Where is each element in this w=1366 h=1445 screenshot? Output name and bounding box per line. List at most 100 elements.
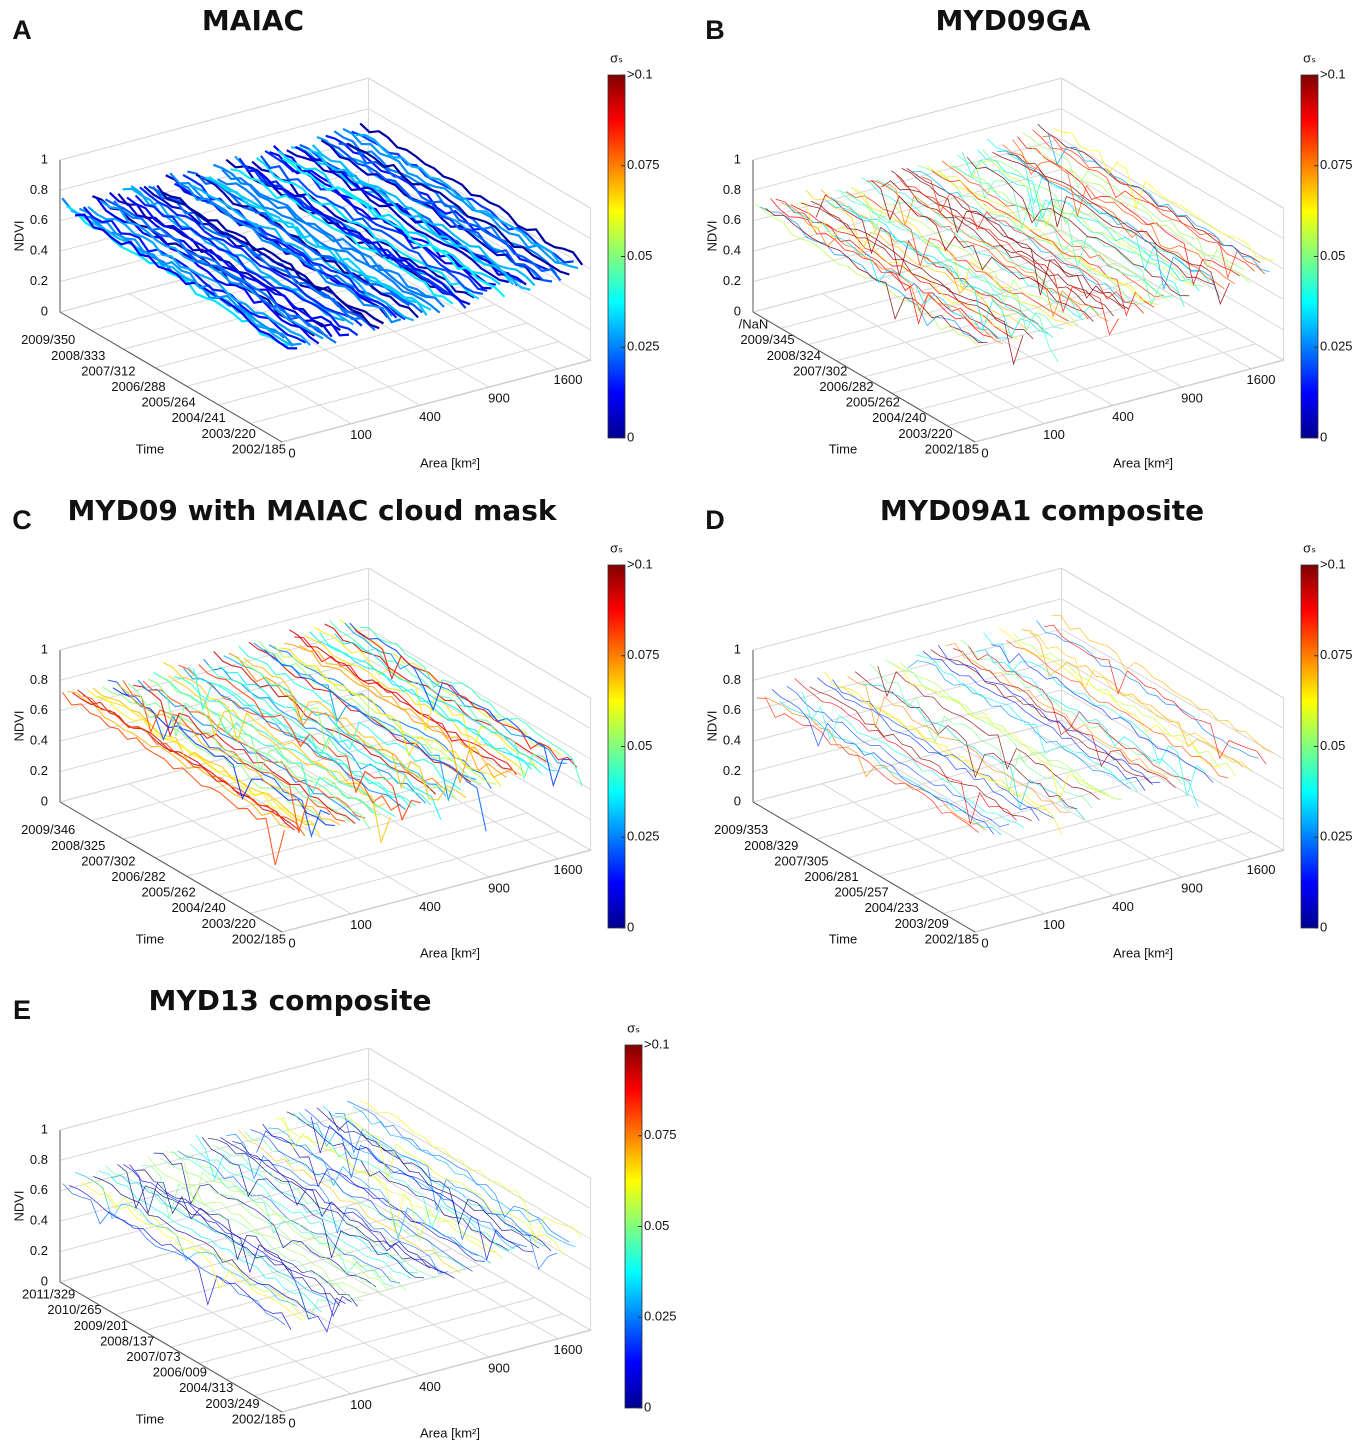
surface-strip	[845, 191, 1069, 322]
surface-strip	[794, 678, 1017, 825]
surface-strip	[141, 1164, 364, 1301]
panel-letter: E	[13, 995, 31, 1025]
grid-line	[59, 719, 369, 803]
time-axis	[752, 311, 976, 443]
surface-strip	[183, 667, 406, 810]
surface-strip	[1052, 127, 1275, 261]
time-axis-label: Time	[136, 931, 164, 946]
panel: A MAIAC 0 0.2 0.4 0.6 0.8 1 NDVI 0 100 400 900 1600 Ar…	[11, 4, 659, 470]
surface-strip	[99, 1170, 322, 1313]
surface-strip	[147, 1155, 370, 1295]
x-tick-label: 1600	[554, 372, 583, 387]
z-tick-label: 0.2	[30, 273, 48, 288]
colorbar-tick-label: 0	[1320, 919, 1327, 934]
z-tick-label: 0	[41, 793, 48, 808]
time-axis-label: Time	[829, 441, 857, 456]
grid-line	[752, 598, 1284, 730]
surface-strip	[945, 643, 1168, 779]
colorbar-tick-label: 0	[644, 1399, 651, 1414]
z-tick-label: 0.8	[723, 182, 741, 197]
grid-line	[281, 849, 591, 933]
z-axis-label: NDVI	[704, 220, 719, 251]
x-tick-label: 100	[1043, 427, 1065, 442]
surface-strip	[281, 157, 506, 298]
surface-strip	[809, 686, 1032, 822]
grid-line	[947, 343, 1256, 427]
surface-strip	[299, 644, 522, 779]
grid-line	[752, 229, 1284, 361]
x-tick-label: 900	[488, 881, 510, 896]
surface-strip	[991, 644, 1214, 783]
surface-strip	[165, 1151, 389, 1291]
grid-line	[752, 108, 1284, 240]
x-axis-label: Area [km²]	[1113, 455, 1173, 470]
surface-strip	[286, 149, 510, 284]
x-axis-label: Area [km²]	[420, 455, 480, 470]
time-tick-label: 2009/201	[74, 1318, 128, 1333]
grid-line	[752, 199, 1284, 331]
surface-strip	[931, 170, 1155, 317]
grid-line	[974, 359, 1284, 443]
x-axis-label: Area [km²]	[420, 945, 480, 960]
surface-strip	[885, 659, 1108, 795]
colorbar-tick-label: 0.025	[644, 1309, 677, 1324]
surface-strip	[862, 683, 1085, 820]
surface-strip	[338, 142, 562, 282]
colorbar-tick-label: 0.075	[644, 1127, 677, 1142]
colorbar-label: σₛ	[610, 50, 623, 65]
surface-strip	[795, 202, 1019, 341]
chart-title: MYD09 with MAIAC cloud mask	[67, 494, 557, 527]
surface-strip	[238, 1129, 461, 1274]
surface-strip	[921, 176, 1145, 314]
chart-title: MYD09GA	[936, 4, 1091, 37]
time-tick-label: 2009/346	[21, 822, 75, 837]
surface-strip	[255, 157, 480, 300]
surface-strip	[892, 664, 1116, 803]
surface-strip	[1002, 144, 1225, 290]
x-tick-label: 0	[288, 445, 295, 460]
surface-strip	[891, 170, 1114, 317]
grid-line	[170, 1264, 480, 1348]
z-tick-label: 0.6	[30, 702, 48, 717]
time-tick-label: 2006/288	[111, 379, 165, 394]
z-tick-label: 0.4	[30, 243, 48, 258]
surface-strip	[126, 196, 350, 337]
grid-line	[186, 303, 496, 387]
colorbar-tick-label: >0.1	[1320, 556, 1346, 571]
surface-strip	[232, 1140, 455, 1279]
surface-strip	[886, 182, 1109, 322]
surface-strip	[847, 676, 1070, 813]
x-tick-label: 0	[981, 935, 988, 950]
colorbar-tick-label: 0	[627, 919, 634, 934]
surface-strip	[1028, 632, 1252, 772]
surface-strip	[907, 660, 1131, 790]
surface-strip	[311, 144, 536, 287]
time-tick-label: 2006/282	[111, 869, 165, 884]
grid-line	[784, 738, 1094, 822]
surface-strip	[771, 689, 995, 835]
z-axis-label: NDVI	[11, 1190, 26, 1221]
x-tick-label: 1600	[1247, 372, 1276, 387]
x-tick-label: 100	[350, 427, 372, 442]
surface-strip	[856, 188, 1079, 327]
surface-strip	[333, 130, 558, 275]
surface-strip	[355, 133, 579, 270]
surface-strip	[755, 203, 978, 346]
grid-line	[87, 1215, 397, 1299]
surface-strip	[900, 662, 1123, 801]
surface-strip	[915, 654, 1138, 792]
colorbar-tick-label: 0	[627, 429, 634, 444]
surface-strip	[268, 1127, 491, 1264]
surface-strip	[93, 1176, 316, 1316]
x-tick-label: 900	[1181, 391, 1203, 406]
surface-strip	[117, 1164, 340, 1306]
z-tick-label: 1	[41, 1121, 48, 1136]
surface-strip	[325, 134, 549, 271]
grid-line	[752, 658, 1284, 790]
time-tick-label: 2007/312	[81, 363, 135, 378]
surface-strip	[112, 687, 335, 827]
surface-strip	[896, 174, 1119, 336]
colorbar-tick-label: 0.05	[1320, 738, 1345, 753]
surface-strip	[153, 1152, 376, 1287]
surface-strip	[80, 1181, 304, 1321]
